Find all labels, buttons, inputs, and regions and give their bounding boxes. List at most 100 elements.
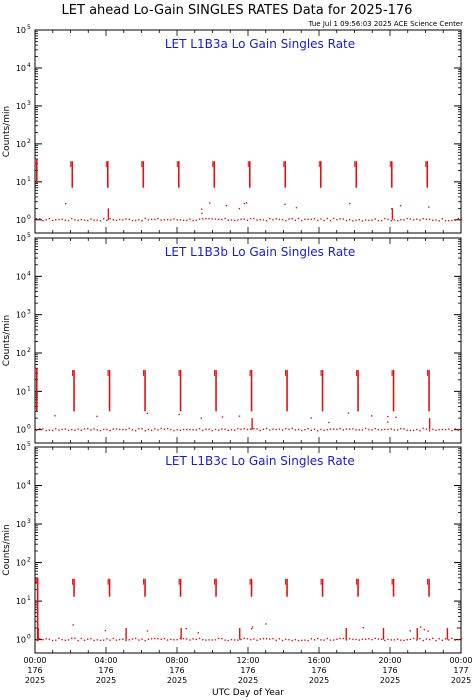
baseline-point: [249, 428, 252, 430]
baseline-point: [317, 430, 319, 432]
baseline-point: [278, 428, 281, 430]
baseline-point: [406, 217, 408, 220]
x-tick-doy: 177: [453, 666, 468, 675]
baseline-point: [361, 638, 364, 640]
panel-title: LET L1B3a Lo Gain Singles Rate: [165, 37, 355, 51]
baseline-point: [361, 429, 364, 431]
baseline-point: [262, 219, 265, 221]
data-point: [349, 202, 351, 205]
baseline-point: [83, 219, 86, 221]
data-point: [284, 203, 286, 206]
data-point: [251, 628, 253, 630]
data-point: [238, 415, 241, 417]
baseline-point: [150, 429, 153, 431]
x-tick-doy: 176: [382, 666, 397, 675]
baseline-point: [144, 217, 146, 220]
baseline-point: [352, 638, 354, 641]
baseline-point: [278, 218, 281, 221]
baseline-point: [122, 219, 124, 221]
panel-frame: [34, 237, 462, 444]
baseline-point: [182, 428, 185, 431]
baseline-point: [438, 638, 440, 640]
baseline-point: [313, 639, 316, 641]
baseline-point: [400, 428, 402, 430]
baseline-point: [67, 429, 70, 431]
baseline-point: [403, 428, 405, 430]
baseline-point: [35, 429, 38, 432]
y-tick-label: 10: [16, 140, 26, 149]
baseline-point: [387, 428, 389, 431]
baseline-point: [125, 428, 127, 431]
baseline-point: [348, 428, 351, 430]
baseline-point: [71, 637, 73, 640]
baseline-point: [288, 218, 290, 220]
data-point: [387, 421, 389, 423]
baseline-point: [173, 639, 175, 641]
baseline-point: [441, 428, 444, 431]
baseline-point: [416, 428, 418, 431]
baseline-point: [371, 219, 373, 221]
baseline-point: [368, 219, 370, 222]
x-tick-doy: 176: [98, 666, 113, 675]
baseline-point: [237, 428, 239, 430]
baseline-point: [380, 638, 383, 641]
baseline-point: [90, 218, 92, 220]
baseline-point: [90, 637, 92, 640]
baseline-point: [358, 429, 360, 431]
baseline-point: [285, 428, 287, 430]
baseline-point: [441, 639, 444, 641]
data-point: [387, 415, 389, 418]
baseline-point: [390, 639, 392, 641]
baseline-point: [77, 428, 79, 430]
baseline-point: [67, 219, 70, 222]
baseline-point: [150, 638, 153, 640]
baseline-point: [301, 639, 303, 642]
baseline-point: [457, 217, 460, 220]
baseline-point: [304, 218, 306, 220]
baseline-point: [182, 637, 185, 640]
y-tick-exponent: 1: [27, 385, 31, 392]
baseline-point: [163, 637, 166, 640]
baseline-point: [291, 639, 293, 642]
baseline-point: [176, 429, 178, 431]
baseline-point: [141, 428, 143, 430]
data-point: [395, 416, 397, 418]
baseline-point: [285, 638, 287, 641]
baseline-point: [275, 218, 277, 220]
baseline-point: [348, 219, 351, 221]
baseline-point: [131, 638, 134, 640]
baseline-point: [275, 639, 277, 642]
baseline-point: [390, 220, 392, 222]
baseline-point: [256, 219, 258, 221]
baseline-point: [173, 429, 175, 432]
baseline-point: [294, 429, 297, 431]
baseline-point: [419, 429, 421, 432]
x-tick-year: 2025: [167, 676, 187, 685]
data-point: [221, 416, 224, 418]
x-tick-year: 2025: [309, 676, 329, 685]
y-tick-exponent: 5: [27, 24, 31, 31]
baseline-point: [224, 217, 226, 220]
data-point: [409, 630, 412, 632]
baseline-point: [358, 639, 360, 641]
baseline-point: [243, 428, 245, 430]
baseline-point: [102, 218, 105, 220]
baseline-point: [96, 639, 98, 641]
data-point: [245, 202, 248, 204]
baseline-point: [211, 218, 214, 220]
baseline-point: [77, 639, 79, 642]
baseline-point: [205, 639, 207, 641]
baseline-point: [438, 429, 440, 431]
baseline-point: [144, 430, 146, 432]
baseline-point: [272, 637, 274, 640]
baseline-point: [269, 429, 271, 431]
baseline-point: [96, 429, 98, 431]
baseline-point: [138, 639, 140, 641]
baseline-point: [42, 638, 44, 641]
baseline-point: [218, 429, 220, 431]
baseline-point: [253, 638, 255, 640]
baseline-point: [35, 217, 38, 220]
baseline-point: [170, 428, 172, 431]
x-tick-time: 20:00: [378, 656, 401, 665]
